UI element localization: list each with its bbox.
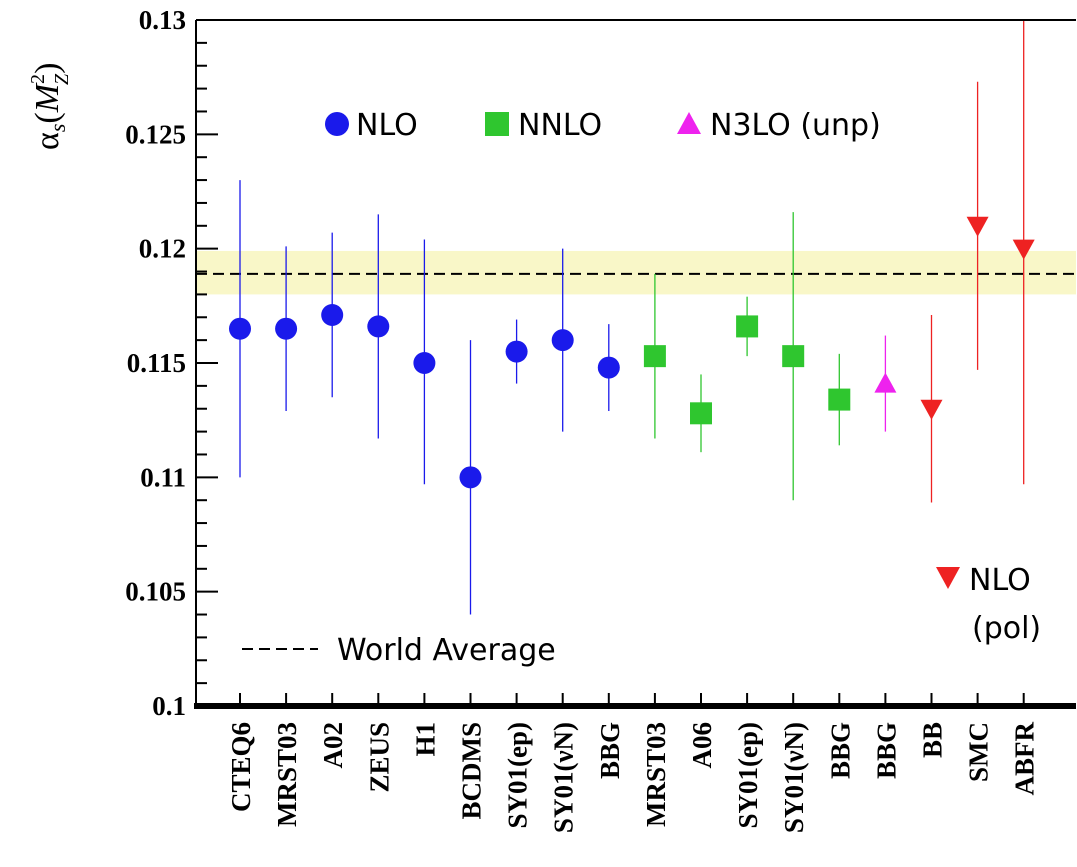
legend-label-nlo: NLO xyxy=(356,108,418,143)
legend-label-n3lo: N3LO (unp) xyxy=(710,108,881,143)
x-tick-label: BB xyxy=(918,722,948,758)
axis-ticks xyxy=(196,19,1025,707)
point-nlo xyxy=(505,340,528,363)
x-tick-label: BBG xyxy=(825,722,855,779)
y-tick-label: 0.125 xyxy=(125,119,186,149)
y-tick-label: 0.11 xyxy=(140,462,186,492)
legend-marker-nlo xyxy=(325,112,349,136)
legend-marker-nlo-pol xyxy=(936,567,960,589)
point-nlo xyxy=(321,303,344,326)
y-tick-label: 0.12 xyxy=(139,234,186,264)
point-nlo xyxy=(597,356,620,379)
data-markers xyxy=(229,216,1035,489)
y-tick-labels: 0.1 0.105 0.11 0.115 0.12 0.125 0.13 xyxy=(125,5,186,721)
point-nlo xyxy=(275,317,298,340)
point-nnlo xyxy=(690,402,712,425)
world-average-band xyxy=(196,250,1076,295)
point-nnlo xyxy=(782,345,805,368)
legend-marker-nnlo xyxy=(485,112,509,136)
x-tick-label: SY01(ep) xyxy=(733,722,763,829)
point-nnlo xyxy=(828,388,851,411)
legend-label-nnlo: NNLO xyxy=(518,108,602,143)
x-tick-label: CTEQ6 xyxy=(226,722,256,812)
point-nnlo xyxy=(736,315,759,338)
legend: NLO NNLO N3LO (unp) NLO (pol) World Aver… xyxy=(242,108,1041,668)
point-nlo-pol xyxy=(966,216,989,237)
y-tick-label: 0.1 xyxy=(152,691,186,721)
point-nlo xyxy=(459,466,482,489)
y-axis-label: αs(M2 Z) xyxy=(27,63,73,151)
x-tick-label: BCDMS xyxy=(457,722,487,820)
x-tick-label: ABFR xyxy=(1010,722,1040,796)
point-nlo xyxy=(229,317,251,340)
point-nlo-pol xyxy=(920,399,943,420)
x-tick-label: MRST03 xyxy=(272,722,302,827)
y-tick-label: 0.105 xyxy=(125,577,186,607)
legend-label-nlo-pol: NLO xyxy=(969,563,1031,598)
x-tick-label: SMC xyxy=(964,722,994,782)
legend-label-nlo-pol-line2: (pol) xyxy=(972,611,1041,646)
x-tick-label: BBG xyxy=(871,722,901,779)
x-tick-label: A06 xyxy=(687,722,717,769)
y-tick-label: 0.13 xyxy=(139,5,186,35)
x-tick-label: MRST03 xyxy=(641,722,671,827)
point-n3lo xyxy=(874,372,897,393)
point-nnlo xyxy=(643,345,666,368)
plot-frame xyxy=(194,19,1076,709)
point-nlo xyxy=(413,352,436,374)
x-tick-labels: CTEQ6 MRST03 A02 ZEUS H1 BCDMS SY01(ep) SY01(νN… xyxy=(226,722,1040,834)
legend-marker-n3lo xyxy=(677,112,701,134)
x-tick-label: SY01(ep) xyxy=(503,722,533,829)
point-nlo xyxy=(367,315,390,338)
point-nlo-pol xyxy=(1012,239,1035,260)
x-tick-label: A02 xyxy=(318,722,348,769)
x-tick-label: ZEUS xyxy=(364,722,394,793)
x-tick-label: H1 xyxy=(410,722,440,757)
y-tick-label: 0.115 xyxy=(127,348,186,378)
x-tick-label: SY01(νN) xyxy=(549,722,579,833)
x-tick-label: BBG xyxy=(595,722,625,779)
legend-label-world-average: World Average xyxy=(337,633,556,668)
point-nlo xyxy=(551,329,574,352)
x-tick-label: SY01(νN) xyxy=(779,722,809,833)
